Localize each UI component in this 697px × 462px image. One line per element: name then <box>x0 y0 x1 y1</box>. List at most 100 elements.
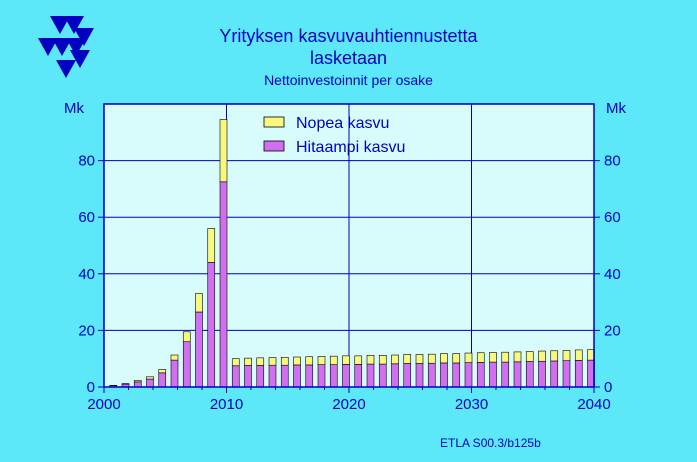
bar-nopea <box>207 228 216 263</box>
legend-label: Nopea kasvu <box>296 115 389 132</box>
bar-nopea <box>244 357 252 366</box>
y-tick-label-left: 0 <box>87 379 95 396</box>
bar-hitaampi <box>378 363 387 388</box>
bar-hitaampi <box>366 363 375 388</box>
bar-nopea <box>538 350 546 362</box>
bar-nopea <box>293 356 301 366</box>
bar-hitaampi <box>464 362 473 388</box>
bar-nopea <box>317 356 326 365</box>
bar-hitaampi <box>440 362 448 388</box>
grid-lines <box>104 104 594 387</box>
bar-hitaampi <box>244 365 252 388</box>
bar-nopea <box>342 355 350 365</box>
bar-nopea <box>525 351 534 362</box>
chart-title: Yrityksen kasvuvauhtiennustetta <box>219 26 478 46</box>
source-label: ETLA S00.3/b125b <box>440 436 541 450</box>
bar-hitaampi <box>501 361 510 388</box>
bar-nopea <box>427 353 436 364</box>
x-tick-label: 2030 <box>455 396 488 413</box>
bar-hitaampi <box>403 363 412 388</box>
plot-frame <box>103 103 595 388</box>
bar-nopea <box>501 351 510 363</box>
bar-nopea <box>280 356 289 366</box>
bar-hitaampi <box>170 359 179 388</box>
bar-nopea <box>550 350 559 362</box>
bar-nopea <box>366 355 375 365</box>
y-tick-label-right: 20 <box>604 322 621 339</box>
y-tick-label-right: 60 <box>604 209 621 226</box>
bar-hitaampi <box>476 362 485 388</box>
y-axis-unit-right: Mk <box>606 100 626 117</box>
bar-nopea <box>268 357 277 366</box>
bar-nopea <box>403 354 412 364</box>
bar-nopea <box>121 383 130 385</box>
bar-hitaampi <box>342 364 350 388</box>
y-tick-label-right: 80 <box>604 153 621 170</box>
x-tick-label: 2020 <box>332 396 365 413</box>
bar-hitaampi <box>133 381 142 388</box>
etla-logo <box>38 16 94 78</box>
bar-nopea <box>329 355 338 365</box>
bar-nopea <box>562 350 571 361</box>
bar-hitaampi <box>256 365 265 388</box>
legend-swatch <box>263 140 285 152</box>
bar-hitaampi <box>452 362 461 388</box>
bar-hitaampi <box>219 181 228 388</box>
bar-nopea <box>489 352 497 363</box>
bar-hitaampi <box>305 364 314 388</box>
bars-group <box>109 119 595 388</box>
bar-hitaampi <box>280 364 289 388</box>
y-tick-label-left: 20 <box>78 322 95 339</box>
legend-label: Hitaampi kasvu <box>296 139 405 156</box>
bar-hitaampi <box>427 362 436 388</box>
bar-nopea <box>305 356 314 366</box>
legend-swatch <box>263 116 285 128</box>
bar-nopea <box>354 355 363 365</box>
y-tick-label-left: 80 <box>78 153 95 170</box>
legend: Nopea kasvu Hitaampi kasvu <box>263 115 405 156</box>
bar-hitaampi <box>513 361 522 388</box>
bar-nopea <box>415 354 424 364</box>
chart-title-line2: lasketaan <box>309 48 388 68</box>
bar-hitaampi <box>231 365 240 388</box>
bar-hitaampi <box>317 364 326 388</box>
bar-hitaampi <box>391 363 399 388</box>
bar-hitaampi <box>146 378 154 388</box>
bar-hitaampi <box>489 361 497 388</box>
bar-hitaampi <box>293 364 301 388</box>
bar-hitaampi <box>550 360 559 388</box>
bar-hitaampi <box>207 262 216 388</box>
bar-nopea <box>513 351 522 363</box>
bar-nopea <box>378 355 387 365</box>
bar-nopea <box>133 380 142 383</box>
bar-hitaampi <box>354 364 363 388</box>
bar-nopea <box>195 293 203 313</box>
bar-nopea <box>158 369 167 374</box>
x-tick-label: 2010 <box>210 396 243 413</box>
bar-nopea <box>219 119 228 183</box>
bar-hitaampi <box>525 361 534 388</box>
bar-hitaampi <box>538 360 546 388</box>
bar-hitaampi <box>268 364 277 388</box>
bar-nopea <box>391 354 399 365</box>
bar-nopea <box>452 353 461 364</box>
bar-nopea <box>146 376 154 380</box>
bar-nopea <box>440 353 448 364</box>
bar-hitaampi <box>329 364 338 388</box>
bar-hitaampi <box>574 360 583 388</box>
bar-hitaampi <box>562 360 571 388</box>
chart-subtitle: Nettoinvestoinnit per osake <box>264 72 433 88</box>
y-tick-label-left: 60 <box>78 209 95 226</box>
bar-hitaampi <box>195 311 203 388</box>
x-tick-label: 2040 <box>577 396 610 413</box>
y-tick-label-right: 40 <box>604 266 621 283</box>
bar-nopea <box>182 331 191 343</box>
x-tick-label: 2000 <box>87 396 120 413</box>
bar-nopea <box>464 352 473 363</box>
bar-nopea <box>574 349 583 361</box>
y-axis-unit-left: Mk <box>64 100 84 117</box>
bar-hitaampi <box>415 363 424 388</box>
bar-nopea <box>170 354 179 361</box>
